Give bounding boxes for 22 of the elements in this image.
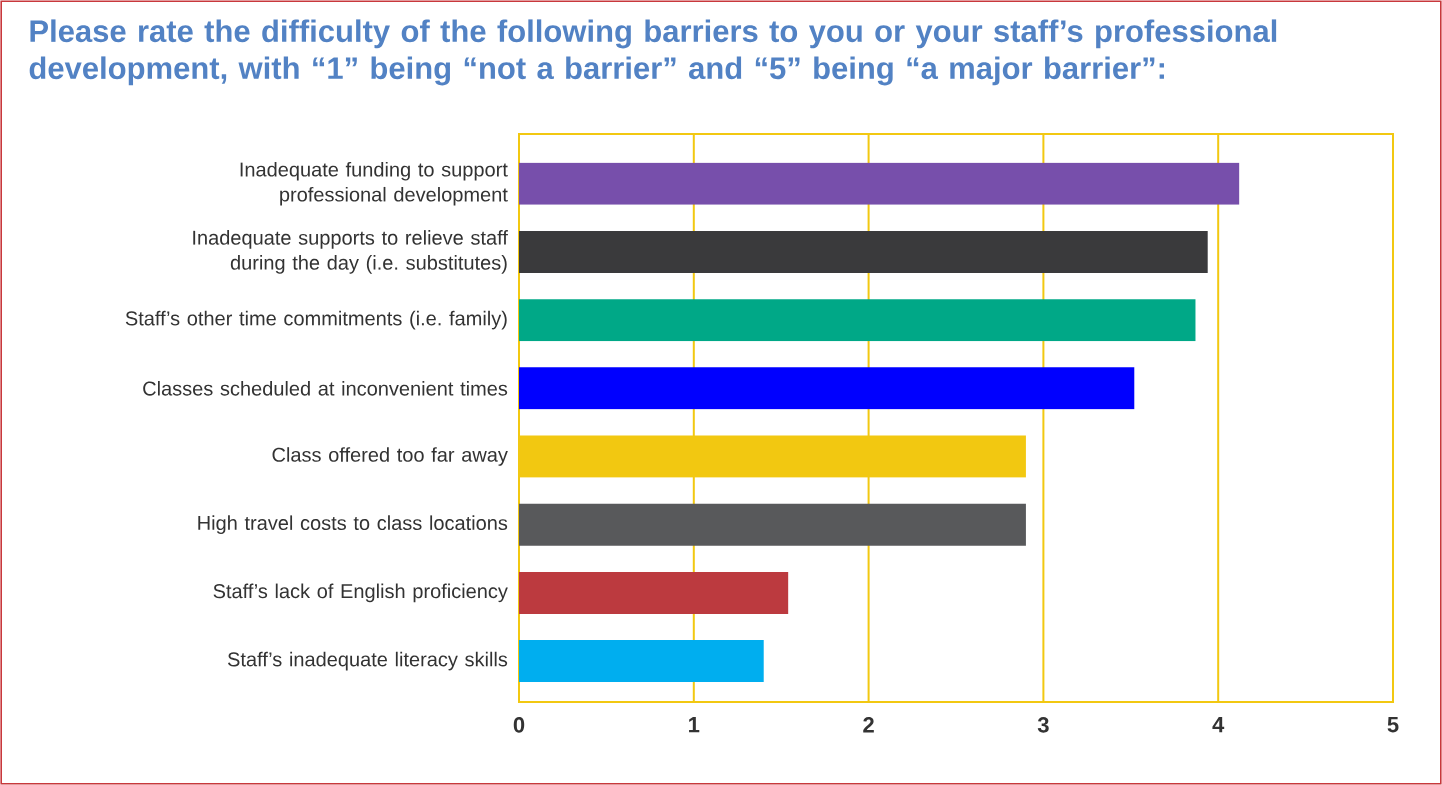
y-tick-label: High travel costs to class locations [198,515,508,534]
x-tick-label: 2 [863,717,874,733]
bar [519,367,1135,410]
bar [519,162,1240,205]
bar [519,571,789,614]
bar [519,299,1196,342]
x-tick-label: 4 [1212,717,1225,733]
y-tick-label: Classes scheduled at inconvenient times [143,380,508,396]
y-tick-label: Class offered too far away [272,447,508,466]
x-tick-label: 5 [1387,717,1399,733]
y-tick-label: Inadequate supports to relieve staff during the day (i.e. substitutes) [193,230,508,274]
y-tick-label: Staff’s lack of English proficiency [213,583,508,603]
x-tick-label: 1 [689,717,700,733]
y-tick-label: Staff’s other time commitments (i.e. family) [125,310,507,330]
bar [519,230,1208,273]
x-tick-label: 3 [1037,717,1049,733]
y-tick-label: Staff’s inadequate literacy skills [227,651,508,671]
chart-title: Please rate the difficulty of the following barriers to you or your staff’s professional development, with “1” being “not a barrier” and “5” being “a major barrier”: [29,19,1277,86]
bar [519,640,764,683]
x-tick-label: 0 [513,717,525,733]
y-tick-label: Inadequate funding to support professional development [240,161,508,206]
bar [519,503,1026,546]
